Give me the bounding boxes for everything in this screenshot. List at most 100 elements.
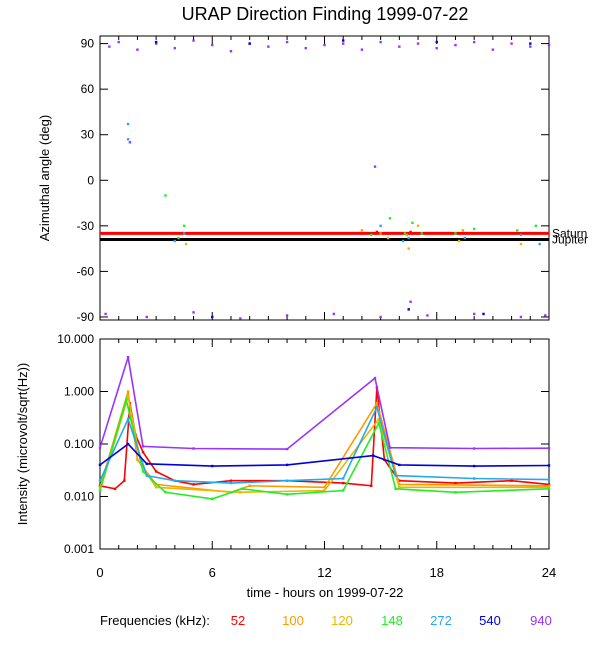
data-point-940 xyxy=(192,447,195,450)
data-point-148 xyxy=(388,217,392,220)
data-point-940 xyxy=(136,48,139,51)
data-point-120 xyxy=(184,242,188,246)
azimuth-y-axis-label: Azimuthal angle (deg) xyxy=(37,115,52,241)
data-point-940 xyxy=(154,42,158,45)
data-point-272 xyxy=(394,474,397,477)
azimuth-y-tick-label: 60 xyxy=(81,82,95,96)
data-point-940 xyxy=(416,42,420,45)
data-point-940 xyxy=(409,300,412,303)
data-point-940 xyxy=(192,311,195,314)
data-point-100 xyxy=(398,483,401,486)
data-point-940 xyxy=(285,447,289,451)
data-point-540 xyxy=(154,40,158,44)
x-tick-label: 12 xyxy=(317,565,331,580)
data-point-940 xyxy=(435,46,438,50)
data-point-52 xyxy=(398,479,401,482)
data-point-120 xyxy=(154,486,158,489)
data-point-148 xyxy=(342,489,345,492)
data-point-100 xyxy=(248,484,251,487)
legend-item-100: 100 xyxy=(282,613,304,628)
data-point-540 xyxy=(145,462,148,465)
data-point-148 xyxy=(164,491,167,494)
data-point-52 xyxy=(454,481,457,485)
data-point-940 xyxy=(373,376,377,380)
chart-title: URAP Direction Finding 1999-07-22 xyxy=(182,4,469,24)
data-point-272 xyxy=(375,406,379,409)
data-point-940 xyxy=(472,312,476,316)
data-point-940 xyxy=(519,315,523,319)
series-line-940 xyxy=(99,356,550,450)
data-point-540 xyxy=(407,308,410,311)
intensity-panel: 0 6 12 18 24 10.000 1.000 0.100 0.010 0.001 Intens… xyxy=(15,332,556,580)
data-point-272 xyxy=(182,232,186,235)
data-point-940 xyxy=(145,315,148,319)
data-point-52 xyxy=(547,483,551,486)
data-point-940 xyxy=(126,356,130,359)
data-point-540 xyxy=(472,464,476,468)
data-point-272 xyxy=(126,122,130,126)
intensity-y-axis-label: Intensity (microvolt/sqrt(Hz)) xyxy=(15,363,30,526)
data-point-52 xyxy=(409,230,412,234)
data-point-540 xyxy=(435,40,438,44)
data-point-100 xyxy=(136,458,139,462)
data-point-272 xyxy=(401,239,405,243)
data-point-940 xyxy=(360,48,364,51)
x-tick-label: 6 xyxy=(209,565,216,580)
data-point-52 xyxy=(370,484,373,487)
data-point-940 xyxy=(98,446,102,449)
data-point-148 xyxy=(370,233,373,237)
data-point-148 xyxy=(411,221,414,225)
data-point-148 xyxy=(211,497,214,501)
data-point-940 xyxy=(141,445,145,448)
data-point-272 xyxy=(379,224,382,228)
data-point-940 xyxy=(267,45,270,48)
data-point-272 xyxy=(126,417,130,421)
data-point-272 xyxy=(538,242,541,246)
data-point-100 xyxy=(547,484,551,487)
data-point-940 xyxy=(472,40,476,44)
data-point-272 xyxy=(342,477,345,480)
legend-item-52: 52 xyxy=(231,613,245,628)
data-point-540 xyxy=(211,315,214,319)
data-point-120 xyxy=(126,395,130,398)
data-point-272 xyxy=(519,233,523,237)
data-point-940 xyxy=(104,312,107,316)
data-point-940 xyxy=(547,43,551,47)
data-point-148 xyxy=(98,489,102,492)
data-point-540 xyxy=(248,42,251,45)
azimuth-y-tick-label: -90 xyxy=(77,310,95,324)
x-axis-label: time - hours on 1999-07-22 xyxy=(247,585,404,600)
intensity-y-tick-label: 1.000 xyxy=(64,385,94,399)
data-point-148 xyxy=(472,227,476,231)
data-point-52 xyxy=(123,479,126,482)
data-point-120 xyxy=(323,489,326,492)
data-point-940 xyxy=(388,446,392,449)
legend-label: Frequencies (kHz): xyxy=(100,613,210,628)
data-point-100 xyxy=(126,390,130,393)
data-point-120 xyxy=(547,486,551,489)
intensity-y-tick-label: 0.100 xyxy=(64,437,94,451)
legend-item-148: 148 xyxy=(381,613,403,628)
data-point-120 xyxy=(407,247,410,250)
data-point-120 xyxy=(416,224,420,228)
intensity-frame xyxy=(99,338,550,550)
reference-label-jupiter: Jupiter xyxy=(552,233,588,247)
legend-item-272: 272 xyxy=(430,613,452,628)
data-point-272 xyxy=(173,239,177,243)
data-point-540 xyxy=(547,464,551,467)
data-point-120 xyxy=(458,239,461,243)
intensity-y-tick-label: 10.000 xyxy=(57,332,94,346)
data-point-940 xyxy=(510,42,513,45)
data-point-272 xyxy=(145,474,148,477)
data-point-940 xyxy=(529,45,532,48)
data-point-940 xyxy=(285,40,289,44)
data-point-940 xyxy=(239,317,242,320)
data-point-272 xyxy=(173,479,177,482)
data-point-540 xyxy=(211,464,214,468)
data-point-100 xyxy=(379,232,382,235)
data-point-540 xyxy=(98,463,102,467)
data-point-148 xyxy=(377,421,380,425)
data-point-940 xyxy=(211,43,214,47)
data-point-100 xyxy=(98,486,102,489)
